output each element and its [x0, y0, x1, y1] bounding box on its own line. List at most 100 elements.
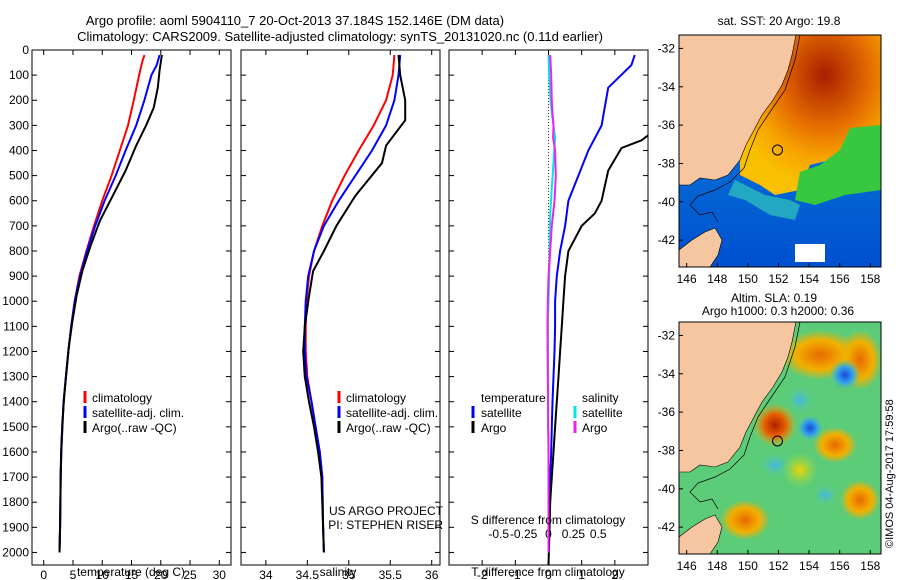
map-y-tick-label: -34: [658, 367, 676, 381]
difference-panel: -2 -1 0 1 2 -0.5 -0.25 0 0.25 0.5 T difference f…: [448, 49, 649, 580]
sla-land-mass: [679, 322, 797, 473]
sla-low-southcentral: [811, 483, 839, 507]
sst-green-band: [795, 125, 881, 205]
legend-label-argo: Argo(..raw -QC): [92, 421, 177, 435]
legend-label-climatology: climatology: [92, 391, 152, 405]
series-line-satellite-adj-clim-: [303, 54, 402, 553]
y-tick-label: 1200: [2, 344, 29, 358]
map-x-tick-label: 158: [860, 272, 880, 286]
x-tick-label: 25: [183, 568, 197, 580]
series-line-argo-raw-qc-: [58, 54, 163, 553]
y-tick-label: 800: [9, 244, 29, 258]
salinity-profile-panel: 34 34.5 35 35.5 36 salinity climatology sate…: [240, 49, 444, 580]
x-tick-label: 5: [70, 568, 77, 580]
legend-header-salinity: salinity: [582, 391, 619, 405]
t-difference-xlabel: T difference from climatology: [471, 565, 625, 579]
map-x-tick-label: 154: [799, 559, 819, 573]
sla-high-southeast: [840, 480, 880, 520]
map-x-tick-label: 148: [707, 272, 727, 286]
x-tick-label: 20: [154, 568, 168, 580]
temperature-legend: climatology satellite-adj. clim. Argo(..…: [83, 391, 184, 435]
sla-low-east: [829, 359, 861, 391]
sla-map-subtitle: Argo h1000: 0.3 h2000: 0.36: [702, 304, 854, 318]
sla-yellow-patch: [782, 452, 818, 488]
sla-low-argo: [796, 414, 824, 442]
map-x-tick-label: 156: [830, 272, 850, 286]
temperature-axes-box: [31, 49, 232, 566]
sla-map-frame: [678, 321, 882, 555]
map-y-tick-label: -36: [658, 405, 676, 419]
x-tick-label: 10: [96, 568, 110, 580]
legend-header-temperature: temperature: [481, 391, 546, 405]
x-tick-label: -1: [510, 568, 521, 580]
map-y-tick-label: -38: [658, 443, 676, 457]
x-tick-label: 34: [259, 568, 273, 580]
y-tick-label: 300: [9, 118, 29, 132]
y-tick-label: 1100: [3, 319, 29, 333]
temperature-profile-panel: 0100200300400500600700800900100011001200…: [2, 43, 232, 580]
sla-high-argo: [753, 403, 797, 447]
sst-map-panel: sat. SST: 20 Argo: 19.8 146 148 150 152 154 1…: [658, 14, 882, 286]
y-tick-label: 1500: [2, 420, 29, 434]
x-tick-label: 36: [425, 568, 439, 580]
difference-legend: temperature satellite Argo salinity sate…: [471, 391, 623, 435]
sst-transition-band: [728, 180, 800, 220]
map-y-tick-label: -40: [658, 195, 676, 209]
figure-title-line2: Climatology: CARS2009. Satellite-adjuste…: [77, 29, 603, 44]
x2-tick-label: 0.25: [562, 527, 586, 541]
y-tick-label: 400: [9, 143, 29, 157]
legend-label-argo: Argo(..raw -QC): [346, 421, 431, 435]
x-tick-label: 35: [342, 568, 356, 580]
x-tick-label: 0: [40, 568, 47, 580]
sla-map-panel: Altim. SLA: 0.19 Argo h1000: 0.3 h2000: …: [658, 291, 882, 573]
imos-credit: ©IMOS 04-Aug-2017 17:59:58: [884, 399, 896, 548]
pi-annotation: PI: STEPHEN RISER: [328, 518, 443, 532]
sst-map-frame: [678, 34, 882, 268]
sla-high-southwest: [720, 500, 770, 540]
y-tick-label: 600: [9, 194, 29, 208]
series-line-argo-raw-qc-: [302, 54, 407, 553]
y-tick-label: 2000: [2, 545, 29, 559]
x2-tick-label: -0.25: [510, 527, 538, 541]
legend-label-satellite: satellite-adj. clim.: [92, 406, 184, 420]
x-tick-label: -2: [477, 568, 488, 580]
map-y-tick-label: -40: [658, 482, 676, 496]
legend-label-satellite: satellite-adj. clim.: [346, 406, 438, 420]
series-line-satellite: [547, 54, 636, 553]
legend-label-argo-t: Argo: [481, 421, 507, 435]
x-tick-label: 1: [578, 568, 585, 580]
map-x-tick-label: 148: [707, 559, 727, 573]
map-x-tick-label: 154: [799, 272, 819, 286]
legend-label-climatology: climatology: [346, 391, 406, 405]
project-annotation: US ARGO PROJECT: [329, 504, 444, 518]
x-tick-label: 30: [213, 568, 227, 580]
map-x-tick-label: 146: [677, 272, 697, 286]
legend-label-satellite-t: satellite: [481, 406, 522, 420]
y-tick-label: 1700: [2, 470, 29, 484]
map-x-tick-label: 152: [768, 272, 788, 286]
x-tick-label: 2: [611, 568, 618, 580]
sst-argo-marker: [772, 144, 783, 156]
y-tick-label: 1600: [2, 445, 29, 459]
y-tick-label: 1300: [2, 370, 29, 384]
sst-data-gap: [795, 244, 825, 262]
figure-title-line1: Argo profile: aoml 5904110_7 20-Oct-2013…: [86, 13, 504, 28]
map-x-tick-label: 150: [738, 272, 758, 286]
legend-label-satellite-s: satellite: [582, 406, 623, 420]
sst-shelf-contour: [689, 35, 801, 223]
y-tick-label: 1000: [2, 294, 29, 308]
x-tick-label: 15: [125, 568, 139, 580]
legend-label-argo-s: Argo: [582, 421, 608, 435]
x-tick-label: 0: [545, 568, 552, 580]
y-tick-label: 500: [9, 169, 29, 183]
y-tick-label: 100: [9, 68, 29, 82]
map-x-tick-label: 158: [860, 559, 880, 573]
sla-argo-marker: [772, 435, 783, 447]
s-difference-xlabel: S difference from climatology: [471, 513, 626, 527]
y-tick-label: 700: [9, 219, 29, 233]
y-tick-label: 0: [22, 43, 29, 57]
map-y-tick-label: -36: [658, 118, 676, 132]
y-tick-label: 1400: [2, 395, 29, 409]
y-tick-label: 1900: [2, 520, 29, 534]
